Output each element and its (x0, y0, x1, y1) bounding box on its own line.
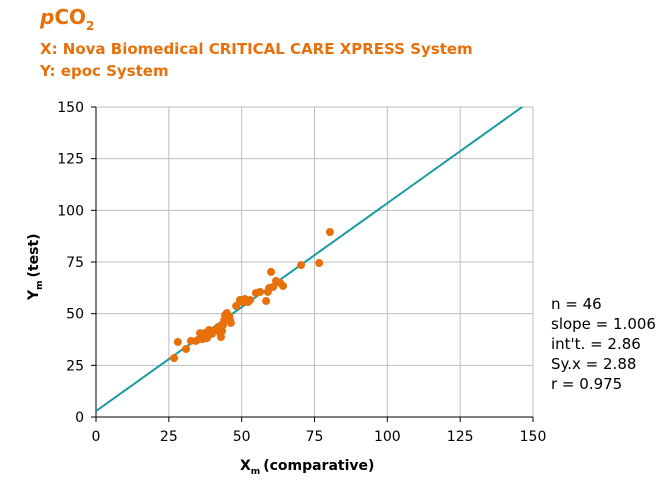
data-point (218, 327, 227, 336)
subtitle: Y: epoc System (39, 62, 169, 80)
data-point (262, 297, 271, 306)
y-tick-label: 0 (75, 410, 84, 426)
data-point (173, 337, 182, 346)
data-point (246, 296, 255, 305)
data-point (279, 281, 288, 290)
x-tick-label: 25 (160, 429, 178, 445)
y-tick-label: 150 (57, 100, 84, 116)
x-tick-label: 150 (520, 429, 547, 445)
y-axis-label: Ym(test) (26, 233, 45, 301)
x-axis-label: Xm (comparative) (240, 458, 374, 477)
annotation: int't. = 2.86 (551, 335, 641, 353)
annotation: Sy.x = 2.88 (551, 355, 636, 373)
x-tick-label: 0 (92, 429, 101, 445)
x-tick-label: 75 (306, 429, 324, 445)
annotation: slope = 1.006 (551, 315, 656, 333)
y-tick-label: 100 (57, 203, 84, 219)
x-tick-label: 125 (447, 429, 474, 445)
x-tick-label: 50 (233, 429, 251, 445)
data-point (256, 287, 265, 296)
data-point (182, 345, 191, 354)
data-point (235, 296, 244, 305)
data-point (297, 261, 306, 270)
y-tick-label: 125 (57, 152, 84, 168)
regression-line (96, 107, 524, 412)
data-point (325, 228, 334, 237)
data-point (315, 259, 324, 268)
subtitle: X: Nova Biomedical CRITICAL CARE XPRESS … (40, 40, 473, 58)
data-point (216, 333, 225, 342)
y-tick-label: 75 (66, 255, 84, 271)
data-point (170, 354, 179, 363)
y-tick-label: 25 (66, 358, 84, 374)
data-point (265, 284, 274, 293)
x-tick-label: 100 (374, 429, 401, 445)
y-tick-label: 50 (66, 307, 84, 323)
annotation: n = 46 (551, 295, 602, 313)
plot-area (96, 107, 524, 412)
data-point (267, 267, 276, 276)
data-point (225, 311, 234, 320)
annotation: r = 0.975 (551, 375, 622, 393)
chart-title: pCO2 (39, 5, 94, 33)
data-point (232, 302, 241, 311)
data-point (226, 318, 235, 327)
